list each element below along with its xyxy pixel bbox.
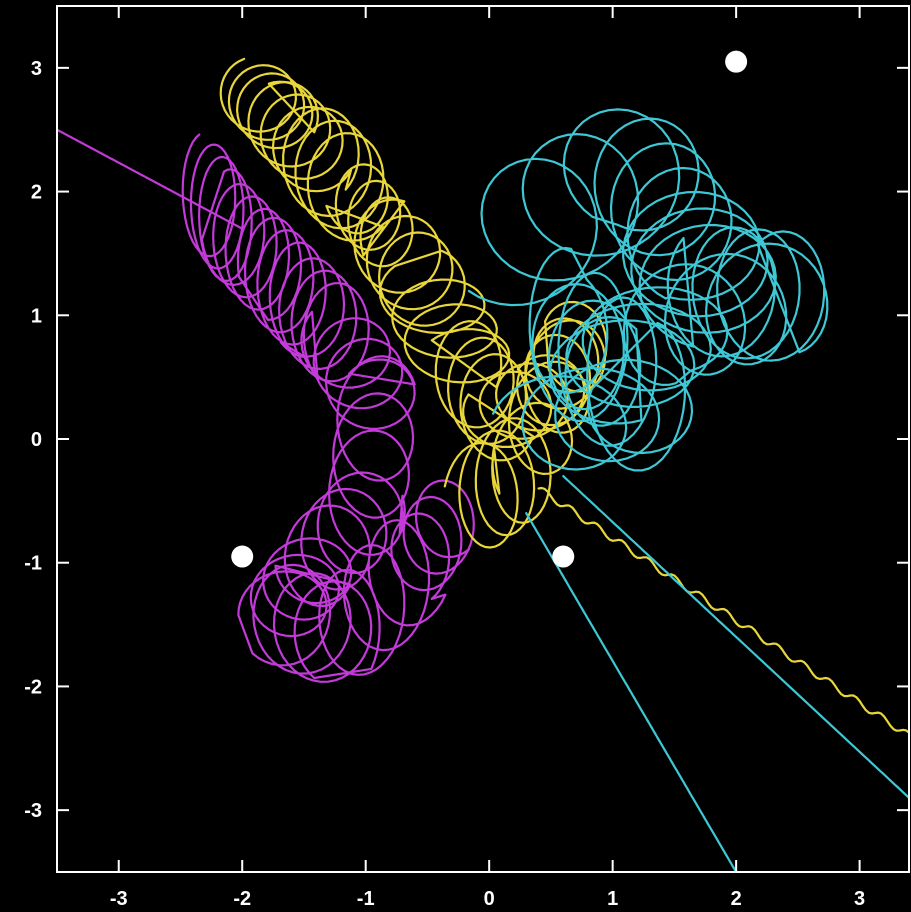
x-tick-label-6: 3 [854, 888, 865, 910]
x-tick-label-1: -2 [233, 888, 251, 910]
x-tick-label-0: -3 [110, 888, 128, 910]
x-tick-label-4: 1 [607, 888, 618, 910]
body-marker-2 [725, 50, 748, 73]
y-tick-label-6: -3 [24, 800, 42, 822]
y-tick-label-1: 2 [31, 182, 42, 204]
x-tick-label-2: -1 [357, 888, 375, 910]
y-tick-label-5: -2 [24, 676, 42, 698]
y-tick-label-4: -1 [24, 553, 42, 575]
trajectory-loops-1 [219, 57, 608, 549]
trajectories [57, 57, 909, 872]
body-marker-1 [552, 545, 575, 568]
y-tick-label-2: 1 [31, 305, 42, 327]
y-tick-label-3: 0 [31, 429, 42, 451]
trajectory-escape-2-escape_path [525, 512, 738, 872]
y-tick-label-0: 3 [31, 58, 42, 80]
trajectory-escape-1-escape_path [537, 486, 909, 734]
trajectory-loops-2 [467, 108, 829, 472]
body-marker-0 [231, 545, 254, 568]
trajectory-loops-0 [181, 133, 475, 683]
x-tick-label-3: 0 [484, 888, 495, 910]
x-axis: -3 -2 -1 0 1 2 3 [110, 6, 865, 910]
y-axis: 3 2 1 0 -1 -2 -3 [24, 58, 909, 822]
x-tick-label-5: 2 [731, 888, 742, 910]
trajectory-escape-0-escape_path [57, 128, 244, 230]
trajectory-escape-2-escape_path_2 [562, 475, 909, 799]
bodies [231, 50, 748, 568]
